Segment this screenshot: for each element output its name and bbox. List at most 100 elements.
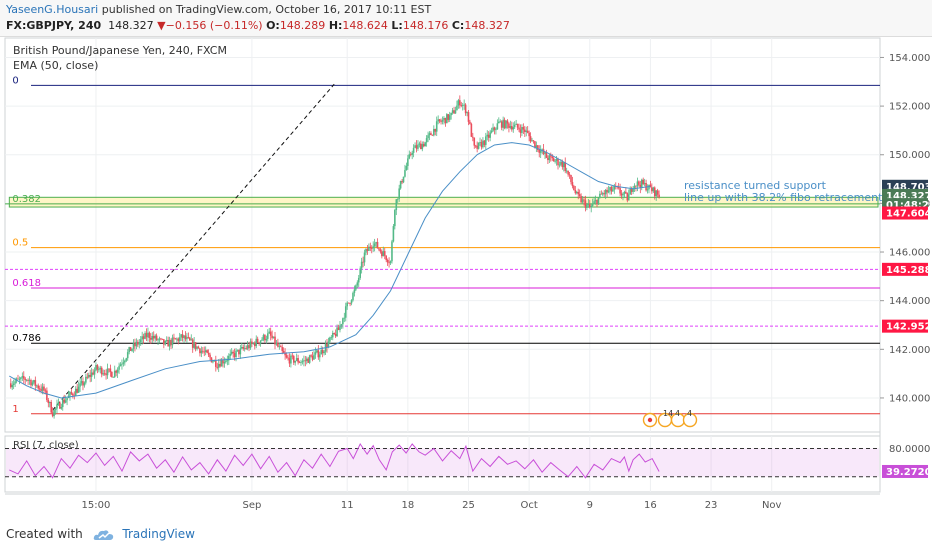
candle-body: [506, 120, 509, 124]
candle-body: [294, 360, 297, 363]
rsi-last-label: 39.2720: [886, 467, 932, 478]
candle-body: [83, 382, 86, 386]
candle-body: [174, 338, 177, 340]
candle-body: [300, 362, 302, 363]
candle-body: [353, 289, 356, 293]
candle-body: [541, 149, 543, 151]
ema-line: [9, 142, 651, 399]
candle-body: [405, 165, 408, 171]
candle-body: [125, 358, 128, 361]
candle-body: [165, 340, 168, 342]
candle-body: [456, 105, 458, 111]
candle-body: [316, 350, 318, 353]
candle-body: [404, 170, 406, 177]
fib-level-label: 0.618: [12, 278, 41, 289]
candle-body: [112, 376, 115, 378]
candle-body: [171, 337, 174, 346]
candle-body: [53, 409, 55, 417]
candle-body: [655, 190, 657, 197]
candle-body: [617, 186, 620, 189]
candle-body: [593, 201, 595, 204]
candle-body: [109, 368, 112, 372]
candle-body: [407, 158, 409, 166]
candle-body: [399, 180, 402, 189]
candle-body: [370, 248, 373, 249]
candle-body: [539, 150, 542, 153]
annotation-line: resistance turned support: [684, 179, 827, 192]
candle-body: [48, 402, 51, 404]
created-with: Created with TradingView: [6, 527, 195, 541]
candle-body: [609, 187, 611, 191]
candle-body: [190, 339, 193, 341]
candle-body: [262, 335, 265, 340]
candle-body: [562, 162, 565, 168]
candle-body: [490, 130, 493, 133]
candle-body: [409, 154, 412, 156]
author-name[interactable]: YaseenG.Housari: [6, 3, 99, 16]
x-tick-label: 15:00: [82, 500, 111, 511]
candle-body: [372, 246, 374, 249]
candle-body: [440, 121, 442, 123]
price-tag-label: 147.604: [886, 209, 932, 220]
candle-body: [158, 338, 161, 340]
candle-body: [473, 137, 476, 146]
candle-body: [291, 355, 294, 357]
candle-body: [233, 353, 236, 358]
candle-body: [640, 179, 643, 188]
candle-body: [150, 338, 152, 340]
candle-body: [411, 152, 413, 155]
candle-body: [525, 130, 528, 132]
candle-body: [349, 302, 351, 304]
candle-body: [476, 145, 478, 149]
candle-body: [392, 226, 395, 242]
candle-body: [639, 184, 642, 188]
candle-body: [477, 142, 480, 149]
candle-body: [321, 349, 324, 354]
candle-body: [82, 381, 84, 386]
candle-body: [287, 357, 289, 359]
candle-body: [466, 112, 468, 114]
candle-body: [330, 337, 333, 339]
price-chart[interactable]: 154.000152.000150.000148.000146.000144.0…: [0, 36, 932, 518]
candle-body: [14, 381, 16, 384]
candle-body: [538, 149, 541, 153]
tradingview-cloud-icon: [93, 529, 113, 540]
x-tick-label: 9: [587, 500, 593, 511]
candle-body: [596, 200, 598, 205]
candle-body: [238, 349, 240, 355]
candle-body: [386, 259, 389, 263]
candle-body: [511, 126, 513, 130]
candle-body: [532, 140, 535, 142]
candle-body: [242, 347, 245, 349]
rsi-line: [9, 442, 660, 479]
candle-body: [152, 335, 155, 339]
candle-body: [534, 141, 536, 148]
candle-body: [373, 243, 376, 247]
candle-body: [447, 114, 450, 120]
candle-body: [340, 324, 343, 326]
rsi-last-box: [882, 464, 928, 478]
candle-body: [196, 346, 198, 349]
candle-body: [69, 392, 71, 396]
candle-body: [526, 130, 529, 133]
candle-body: [428, 133, 431, 136]
tradingview-brand[interactable]: TradingView: [122, 527, 195, 541]
candle-body: [269, 331, 272, 336]
candle-body: [144, 333, 146, 339]
candle-body: [157, 339, 159, 341]
rsi-pane-frame: [4, 435, 881, 493]
candle-body: [594, 200, 597, 202]
candle-body: [560, 161, 562, 165]
candle-body: [470, 123, 473, 137]
candle-body: [121, 363, 123, 365]
candle-body: [177, 338, 180, 342]
candle-body: [134, 343, 136, 347]
candle-body: [145, 333, 148, 338]
candle-body: [342, 318, 344, 325]
candle-body: [379, 249, 382, 252]
candle-body: [363, 252, 366, 263]
candle-body: [385, 255, 387, 260]
candle-body: [100, 367, 103, 375]
candle-body: [102, 373, 104, 375]
candle-body: [87, 374, 90, 378]
